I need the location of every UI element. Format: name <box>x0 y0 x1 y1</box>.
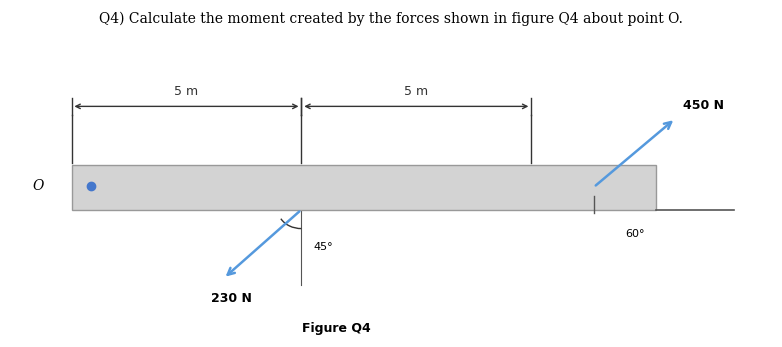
Text: Q4) Calculate the moment created by the forces shown in figure Q4 about point O.: Q4) Calculate the moment created by the … <box>99 12 683 26</box>
Text: 5 m: 5 m <box>174 85 199 98</box>
Bar <box>71 165 656 210</box>
Text: Figure Q4: Figure Q4 <box>302 322 371 335</box>
Text: 5 m: 5 m <box>404 85 429 98</box>
Text: O: O <box>33 179 45 193</box>
Text: 230 N: 230 N <box>211 292 252 305</box>
Text: 60°: 60° <box>625 229 644 239</box>
Text: 45°: 45° <box>313 242 332 252</box>
Text: 450 N: 450 N <box>683 99 724 111</box>
